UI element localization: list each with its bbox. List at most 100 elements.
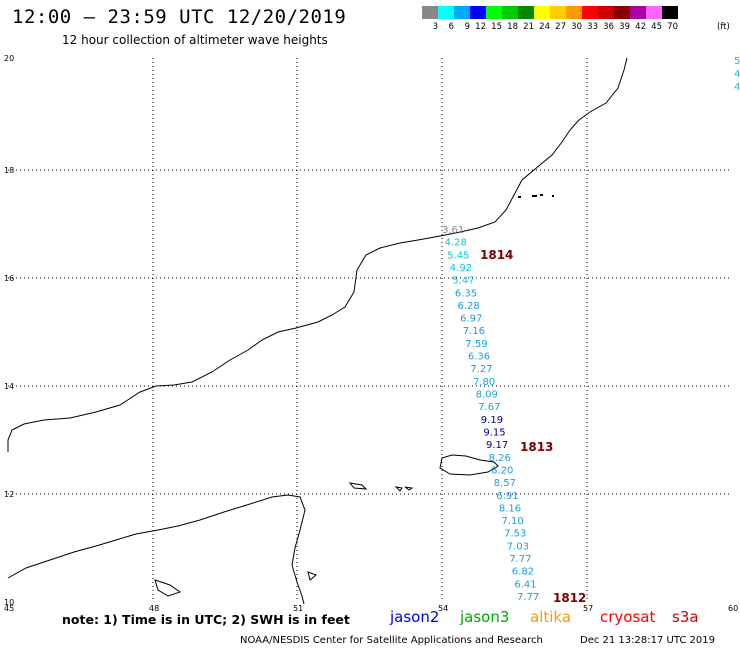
pass-time-label: 1812 — [553, 591, 586, 605]
legend-swatch — [518, 6, 534, 19]
legend-swatch — [534, 6, 550, 19]
credit: NOAA/NESDIS Center for Satellite Applica… — [240, 635, 543, 646]
wave-height-value: 6.35 — [455, 288, 477, 299]
islet — [307, 571, 317, 581]
legend-label: 36 — [603, 22, 614, 32]
wave-height-color-legend — [422, 6, 678, 25]
legend-swatch — [502, 6, 518, 19]
longitude-label: 48 — [149, 604, 159, 613]
longitude-label: 51 — [293, 604, 303, 613]
legend-swatch — [646, 6, 662, 19]
wave-height-value: 7.03 — [507, 541, 529, 552]
mission-label: altika — [530, 608, 572, 626]
legend-label: 9 — [464, 22, 470, 32]
wave-height-value: 4.28 — [445, 238, 467, 249]
latitude-labels: 20 18 16 14 12 10 — [4, 54, 14, 607]
pass-time-labels: 1814 1813 1812 — [480, 248, 586, 605]
latitude-label: 20 — [4, 54, 14, 63]
wave-height-value: 7.77 — [509, 554, 531, 565]
legend-label: 70 — [667, 22, 678, 32]
mission-label: jason3 — [460, 608, 510, 626]
lat-lon-grid — [8, 58, 732, 602]
legend-label: 39 — [619, 22, 630, 32]
wave-height-value: 8.20 — [491, 465, 513, 476]
wave-height-value: 7.59 — [465, 339, 487, 350]
legend-swatch — [422, 6, 438, 19]
longitude-label: 60 — [728, 604, 738, 613]
legend-swatch — [614, 6, 630, 19]
wave-height-value: 7.10 — [502, 516, 524, 527]
islet — [404, 486, 414, 491]
wave-height-value: 7.53 — [504, 529, 526, 540]
legend-label: 33 — [587, 22, 598, 32]
wave-height-value: 9.19 — [481, 415, 503, 426]
legend-label: 15 — [491, 22, 502, 32]
map-title: 12:00 – 23:59 UTC 12/20/2019 — [12, 6, 347, 28]
legend-label: 21 — [523, 22, 534, 32]
legend-swatch — [566, 6, 582, 19]
pass-time-label: 1813 — [520, 440, 553, 454]
wave-height-value: 7.77 — [517, 592, 539, 603]
wave-height-value: 5.45 — [447, 250, 469, 261]
wave-height-value: 8.57 — [494, 478, 516, 489]
wave-height-value: 6.97 — [460, 314, 482, 325]
socotra-island — [439, 454, 499, 476]
legend-swatch — [582, 6, 598, 19]
wave-height-value: 6.28 — [458, 301, 480, 312]
legend-label: 27 — [555, 22, 566, 32]
wave-height-value: 7.67 — [478, 402, 500, 413]
footer-note: note: 1) Time is in UTC; 2) SWH is in fe… — [62, 612, 350, 627]
somali-coastline — [7, 494, 306, 605]
longitude-label: 54 — [438, 604, 448, 613]
legend-swatch — [454, 6, 470, 19]
map-subtitle: 12 hour collection of altimeter wave hei… — [62, 33, 328, 47]
islet — [518, 196, 521, 198]
pass-time-label: 1814 — [480, 248, 513, 262]
latitude-label: 14 — [4, 382, 14, 391]
longitude-label: 57 — [583, 604, 593, 613]
legend-unit: (ft) — [717, 22, 730, 32]
legend-labels: 3 6 9 12 15 18 21 24 27 30 33 36 39 42 45 70 — [422, 22, 678, 32]
islet — [552, 195, 554, 197]
legend-label: 6 — [448, 22, 454, 32]
latitude-label: 12 — [4, 490, 14, 499]
legend-swatch — [470, 6, 486, 19]
latitude-label: 16 — [4, 274, 14, 283]
wave-height-value: 3.61 — [442, 225, 464, 236]
mission-label: jason2 — [390, 608, 440, 626]
arabian-coastline — [7, 57, 628, 452]
islet — [532, 195, 537, 197]
wave-height-value: 8.26 — [489, 453, 511, 464]
coastline — [7, 57, 628, 605]
legend-label: 45 — [651, 22, 662, 32]
legend-label: 3 — [432, 22, 438, 32]
wave-height-value: 5.47 — [452, 276, 474, 287]
edge-values: 5 4 4 — [734, 56, 740, 93]
timestamp: Dec 21 13:28:17 UTC 2019 — [580, 635, 715, 646]
edge-wave-value: 4 — [734, 82, 740, 93]
longitude-label: 45 — [4, 604, 14, 613]
wave-height-value: 4.92 — [450, 263, 472, 274]
islet — [540, 194, 543, 196]
legend-label: 12 — [475, 22, 486, 32]
islet — [348, 482, 368, 490]
wave-height-value: 6.91 — [496, 491, 518, 502]
legend-swatch — [662, 6, 678, 19]
islet — [154, 579, 182, 597]
wave-height-value: 7.16 — [463, 326, 485, 337]
wave-height-value: 6.41 — [514, 579, 536, 590]
legend-swatch — [550, 6, 566, 19]
longitude-labels: 45 48 51 54 57 60 — [4, 604, 738, 613]
legend-label: 30 — [571, 22, 582, 32]
latitude-label: 18 — [4, 166, 14, 175]
legend-swatch — [486, 6, 502, 19]
wave-height-value: 8.16 — [499, 503, 521, 514]
wave-height-track: 3.61 4.285.45 4.92 5.476.35 6.28 6.977.16 7.59… — [442, 225, 539, 603]
wave-height-value: 9.17 — [486, 440, 508, 451]
wave-height-value: 8.09 — [476, 390, 498, 401]
legend-label: 18 — [507, 22, 518, 32]
edge-wave-value: 5 — [734, 56, 740, 67]
islet — [394, 486, 403, 492]
wave-height-value: 7.27 — [470, 364, 492, 375]
